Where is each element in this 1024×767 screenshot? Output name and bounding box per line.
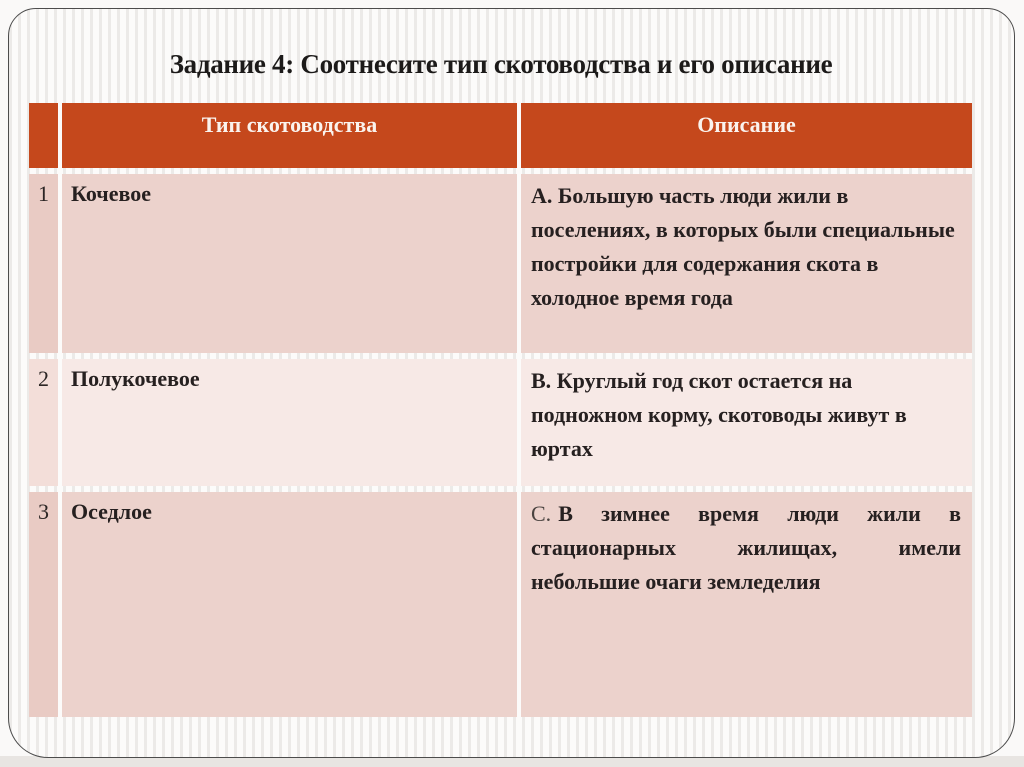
slide-bottom-strip: [0, 756, 1024, 767]
row-number: 2: [29, 359, 58, 486]
row-number: 1: [29, 174, 58, 353]
type-description: А. Большую часть люди жили в поселениях,…: [521, 174, 972, 353]
row-number: 3: [29, 492, 58, 717]
header-type-cell: Тип скотоводства: [62, 103, 517, 168]
description-letter: С.: [531, 501, 552, 526]
type-description: В. Круглый год скот остается на подножно…: [521, 359, 972, 486]
livestock-type: Оседлое: [62, 492, 517, 717]
header-description-cell: Описание: [521, 103, 972, 168]
header-corner-cell: [29, 103, 58, 168]
livestock-type: Полукочевое: [62, 359, 517, 486]
type-description: С. В зимнее время люди жили в стационарны…: [521, 492, 972, 717]
matching-table: Тип скотоводства Описание 1 Кочевое А. Б…: [29, 103, 972, 717]
slide-frame: Задание 4: Соотнесите тип скотоводства и…: [8, 8, 1015, 758]
livestock-type: Кочевое: [62, 174, 517, 353]
slide-title: Задание 4: Соотнесите тип скотоводства и…: [169, 49, 833, 79]
description-text: В зимнее время люди жили в стационарных …: [531, 501, 961, 594]
